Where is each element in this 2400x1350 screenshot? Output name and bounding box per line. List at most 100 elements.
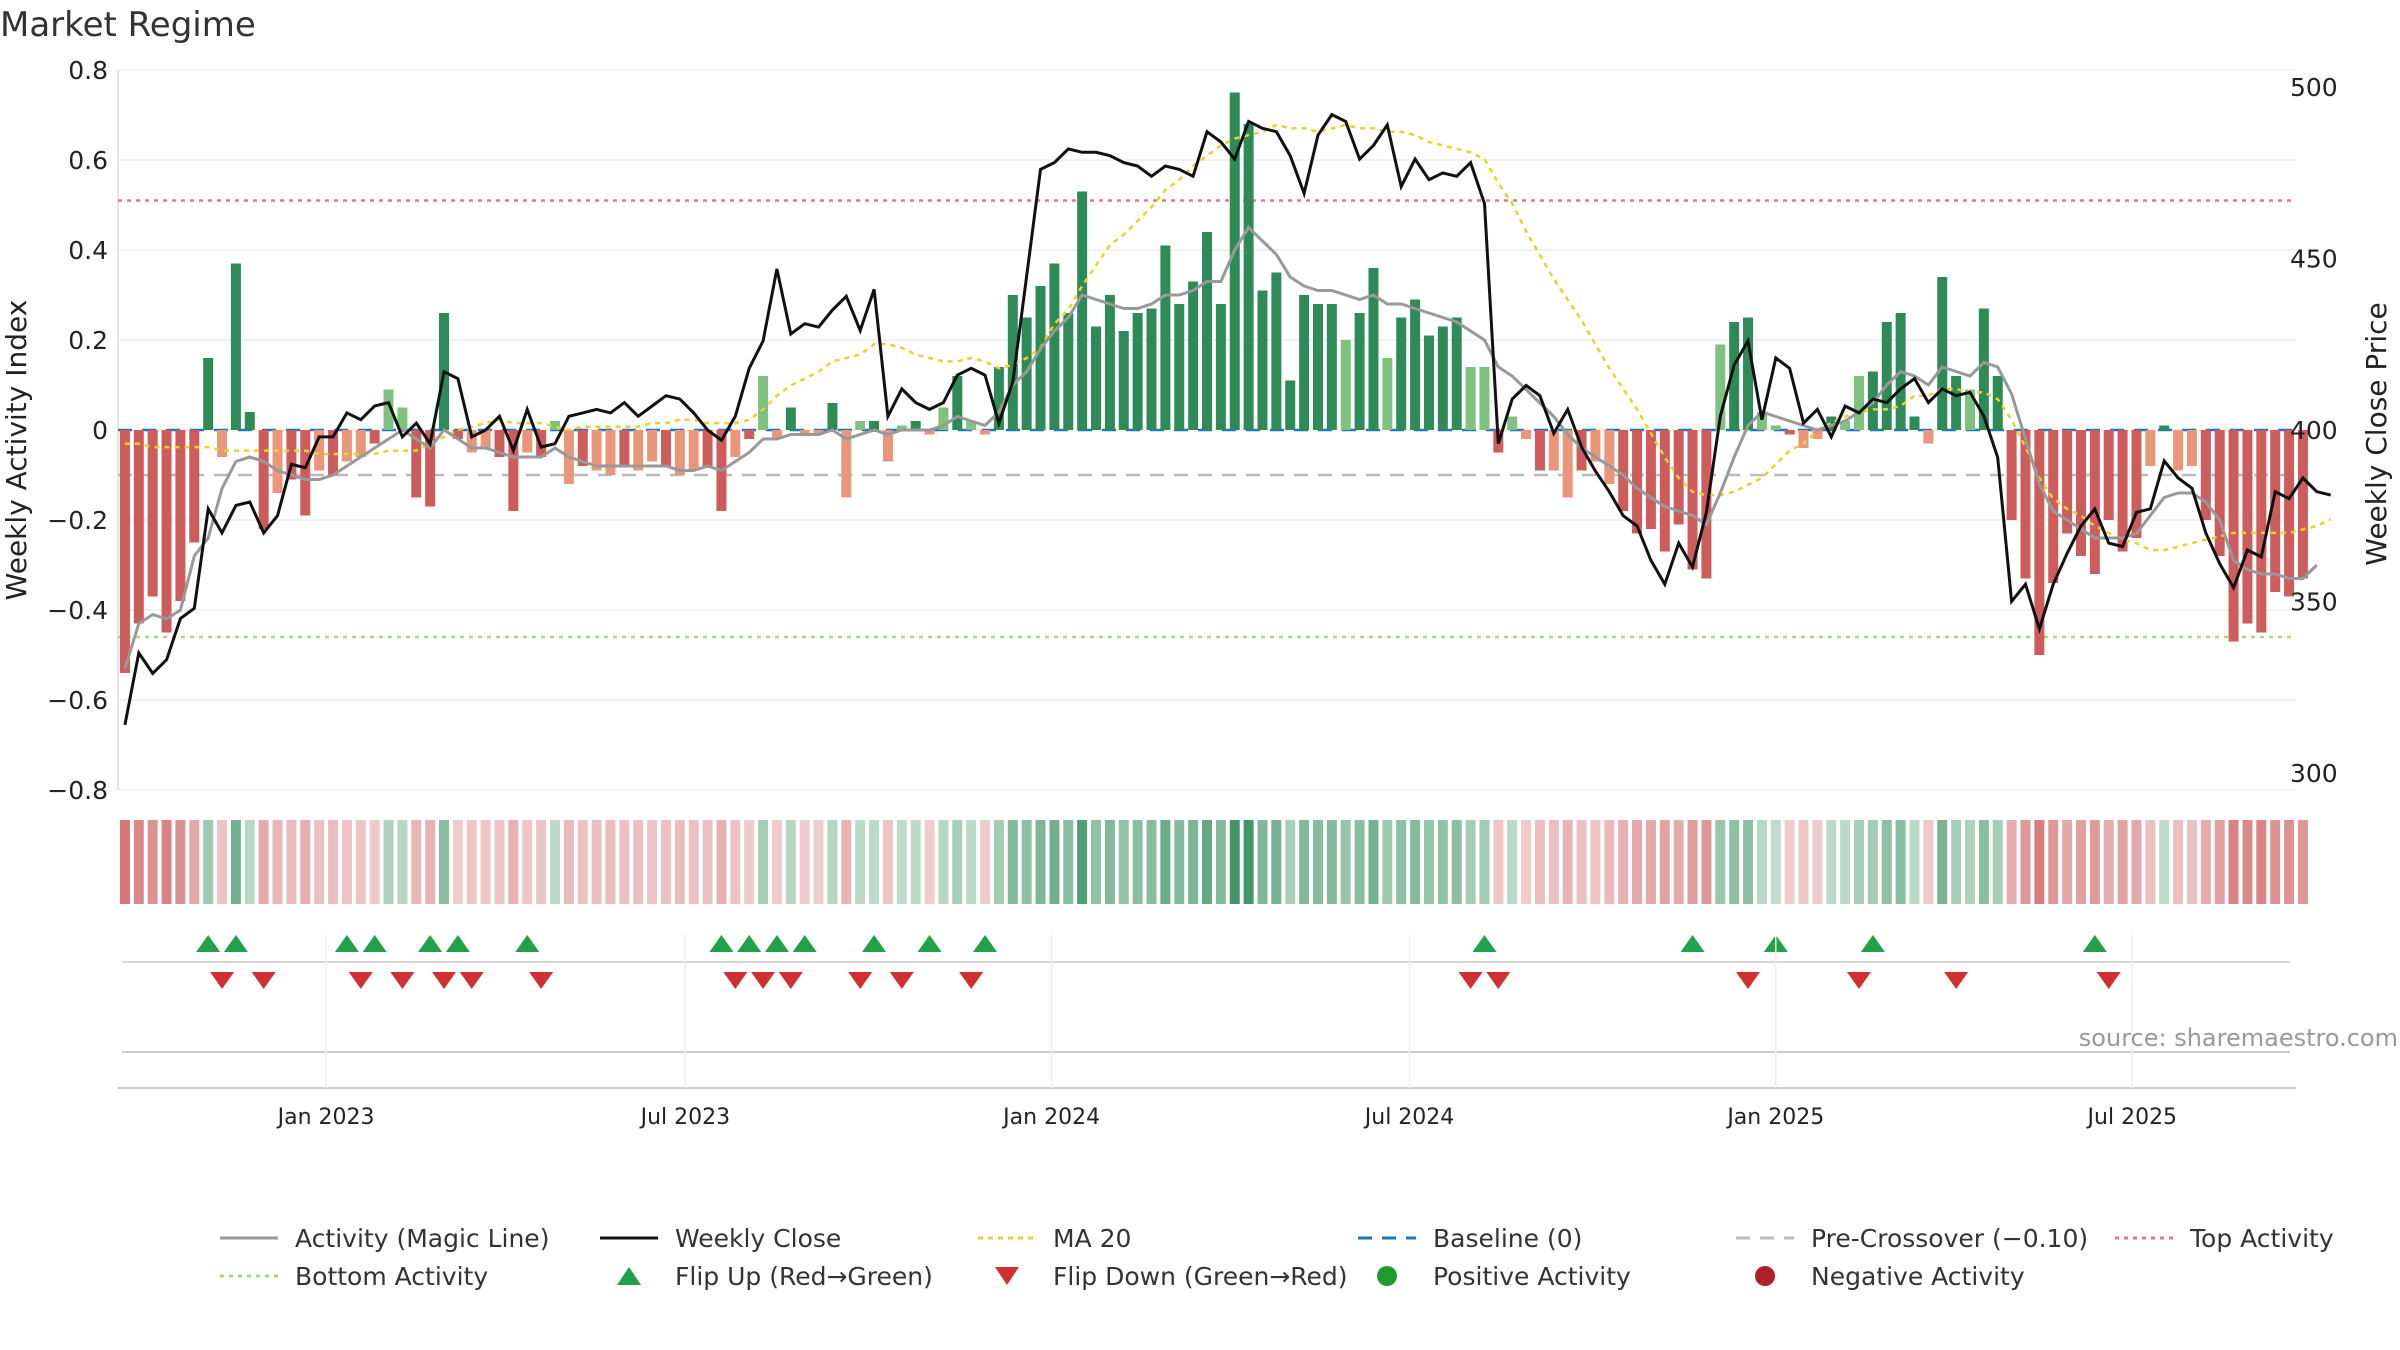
activity-bar	[1410, 299, 1421, 430]
activity-bar	[1937, 277, 1948, 430]
heat-cell	[355, 820, 366, 904]
activity-bar	[1826, 416, 1837, 430]
activity-bar	[2200, 430, 2211, 520]
activity-bar	[702, 430, 713, 466]
heat-cell	[1521, 820, 1532, 904]
heat-cell	[1465, 820, 1476, 904]
activity-bar	[619, 430, 630, 466]
legend-label: Weekly Close	[675, 1224, 841, 1253]
activity-bar	[217, 430, 228, 457]
heat-cell	[1312, 820, 1323, 904]
activity-bar	[1604, 430, 1615, 484]
heat-cell	[702, 820, 713, 904]
activity-bar	[494, 430, 505, 457]
heat-cell	[688, 820, 699, 904]
activity-bar	[1951, 376, 1962, 430]
activity-bar	[1978, 308, 1989, 430]
activity-bar	[1632, 430, 1643, 534]
activity-bar	[785, 407, 796, 430]
activity-bar	[924, 430, 935, 435]
flip-up-marker	[334, 935, 359, 952]
heat-cell	[799, 820, 810, 904]
heat-cell	[286, 820, 297, 904]
activity-bar	[841, 430, 852, 498]
heat-cell	[1854, 820, 1865, 904]
heat-cell	[758, 820, 769, 904]
activity-bar	[133, 430, 144, 624]
heat-cell	[2228, 820, 2239, 904]
heat-cell	[203, 820, 214, 904]
left-tick-label: 0.2	[68, 326, 108, 355]
heat-cell	[1091, 820, 1102, 904]
legend-item: Pre-Crossover (−0.10)	[1736, 1224, 2088, 1253]
activity-bar	[1285, 380, 1296, 430]
heat-cell	[2297, 820, 2308, 904]
flip-down-marker	[1847, 972, 1872, 989]
activity-bar	[896, 425, 907, 430]
heat-cell	[217, 820, 228, 904]
heat-cell	[1729, 820, 1740, 904]
left-tick-label: 0.6	[68, 146, 108, 175]
heat-cell	[1202, 820, 1212, 904]
activity-bar	[1271, 272, 1282, 430]
activity-bar	[938, 407, 949, 430]
activity-bar	[2075, 430, 2086, 556]
activity-bar	[799, 430, 810, 435]
activity-bar	[1368, 268, 1379, 430]
heat-cell	[1271, 820, 1282, 904]
legend-item: Weekly Close	[600, 1224, 841, 1253]
heat-cell	[938, 820, 949, 904]
weekly-close-line	[123, 112, 2332, 726]
activity-bar	[1423, 335, 1434, 430]
flip-up-marker	[515, 935, 540, 952]
heat-cell	[1951, 820, 1962, 904]
activity-bar	[1729, 322, 1740, 430]
heat-cell	[1687, 820, 1698, 904]
flip-up-marker	[196, 935, 221, 952]
activity-bar	[2034, 430, 2045, 655]
left-tick-label: −0.4	[47, 596, 108, 625]
heat-cell	[189, 820, 200, 904]
activity-bar	[314, 430, 325, 471]
flip-down-marker	[848, 972, 873, 989]
activity-bar	[1118, 331, 1129, 430]
heat-cell	[1978, 820, 1989, 904]
activity-bar	[855, 421, 866, 430]
activity-bar	[425, 430, 436, 507]
activity-bar	[2117, 430, 2128, 552]
heat-cell	[896, 820, 907, 904]
activity-bar	[1798, 430, 1809, 448]
activity-bar	[175, 430, 186, 601]
heat-cell	[1909, 820, 1920, 904]
activity-bar	[869, 421, 880, 430]
x-tick-label: Jul 2024	[1363, 1105, 1455, 1130]
activity-bar	[1618, 430, 1629, 511]
activity-bar	[286, 430, 297, 480]
activity-bar	[452, 430, 463, 439]
heat-cell	[1188, 820, 1199, 904]
legend-item: Positive Activity	[1377, 1262, 1631, 1291]
heat-cell	[1507, 820, 1518, 904]
heat-cell	[1410, 820, 1421, 904]
activity-bar	[1077, 191, 1088, 430]
heat-cell	[674, 820, 685, 904]
heat-cell	[1215, 820, 1226, 904]
heat-cell	[1659, 820, 1670, 904]
activity-bar	[1354, 313, 1365, 430]
heat-cell	[2062, 820, 2073, 904]
legend-label: Pre-Crossover (−0.10)	[1811, 1224, 2088, 1253]
heat-cell	[2006, 820, 2017, 904]
activity-bar	[2159, 425, 2170, 430]
legend: Activity (Magic Line) Weekly Close MA 20 Ba…	[220, 1224, 2334, 1291]
activity-bar	[1562, 430, 1573, 498]
heat-cell	[2270, 820, 2281, 904]
heat-cell	[2242, 820, 2253, 904]
activity-bar	[1326, 304, 1337, 430]
flip-down-marker	[959, 972, 984, 989]
activity-bar	[1382, 358, 1393, 430]
activity-bar	[1743, 317, 1754, 430]
activity-bar	[549, 421, 560, 430]
heat-cell	[439, 820, 450, 904]
heat-cell	[1715, 820, 1726, 904]
legend-label: Activity (Magic Line)	[295, 1224, 549, 1253]
